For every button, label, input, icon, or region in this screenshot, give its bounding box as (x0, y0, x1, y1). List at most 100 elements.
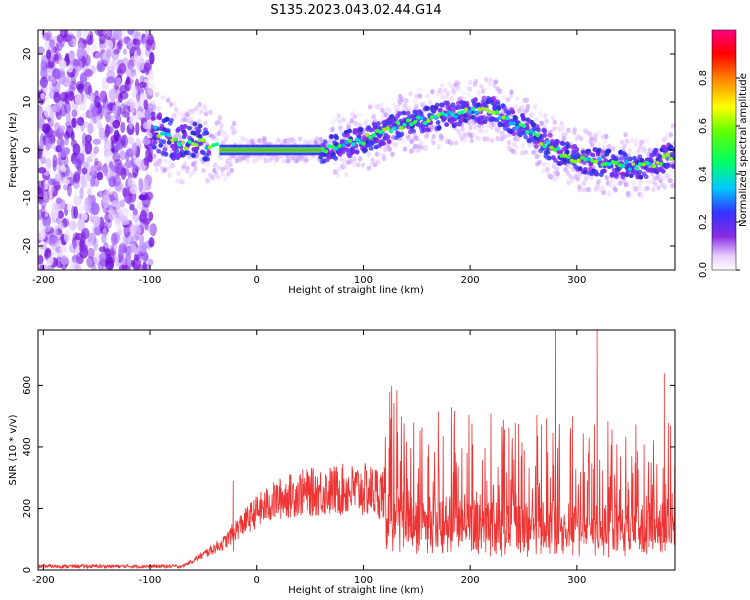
ridge-core (556, 146, 561, 151)
noise-blob (38, 230, 46, 241)
ridge-halo (541, 161, 547, 167)
noise-blob (62, 178, 70, 186)
ridge-halo (292, 157, 297, 163)
ridge-band (321, 143, 327, 149)
ridge-halo (625, 181, 630, 188)
ridge-halo (341, 158, 347, 164)
noise-blob (51, 78, 58, 87)
noise-blob (121, 111, 130, 118)
noise-blob (38, 209, 44, 220)
ridge-halo (655, 174, 660, 181)
ridge-core (610, 159, 616, 164)
ridge-halo (579, 187, 585, 194)
ridge-halo (353, 120, 358, 126)
noise-blob (94, 90, 99, 98)
ridge-band (161, 139, 167, 145)
ridge-halo (519, 150, 525, 156)
ridge-halo (214, 120, 219, 126)
noise-blob (145, 30, 151, 41)
noise-blob (60, 255, 68, 266)
ridge-halo (198, 110, 203, 117)
noise-blob (114, 163, 123, 177)
ridge-halo (587, 131, 593, 137)
ridge-band (637, 169, 643, 175)
ridge-halo (210, 175, 215, 181)
ridge-halo (439, 83, 445, 89)
noise-blob (45, 139, 52, 151)
ridge-band (191, 153, 197, 159)
ridge-halo (468, 124, 473, 131)
ridge-core (651, 164, 657, 169)
noise-blob (132, 207, 138, 216)
ridge-core (603, 161, 609, 166)
noise-blob (79, 101, 86, 112)
noise-blob (66, 64, 74, 73)
ridge-halo (533, 148, 539, 154)
spectrogram-x-label: Height of straight line (km) (288, 285, 424, 296)
ridge-halo (212, 167, 217, 174)
noise-blob (105, 257, 115, 270)
noise-blob (80, 142, 86, 155)
noise-blob (84, 68, 93, 77)
noise-blob (123, 224, 131, 238)
noise-blob (133, 100, 141, 108)
y-tick-label: 10 (22, 96, 33, 109)
ridge-halo (364, 118, 369, 124)
noise-blob (92, 215, 101, 228)
ridge-halo (552, 119, 557, 125)
ridge-core (634, 166, 640, 171)
x-tick-label: 100 (354, 575, 373, 586)
ridge-halo (197, 118, 202, 124)
ridge-halo (224, 162, 229, 168)
noise-blob (93, 237, 98, 252)
ridge-halo (205, 161, 210, 168)
noise-blob (108, 208, 116, 221)
ridge-halo (369, 162, 374, 168)
ridge-core (375, 128, 380, 133)
noise-region (38, 30, 157, 270)
ridge-halo (637, 186, 642, 192)
ridge-halo (542, 113, 548, 119)
ridge-halo (457, 133, 463, 139)
ridge-band (340, 149, 346, 155)
noise-blob (129, 203, 135, 211)
ridge-halo (233, 128, 238, 134)
ridge-band (347, 128, 352, 134)
x-tick-label: -200 (32, 275, 55, 286)
ridge-halo (387, 108, 393, 114)
ridge-core (521, 124, 527, 129)
ridge-band (197, 133, 203, 139)
ridge-halo (604, 175, 610, 181)
ridge-core (177, 142, 182, 147)
ridge-band (200, 150, 206, 156)
ridge-halo (295, 157, 300, 163)
x-tick-label: 200 (461, 575, 480, 586)
ridge-band (197, 123, 203, 129)
ridge-core (395, 120, 400, 125)
ridge-halo (431, 140, 436, 146)
ridge-core (334, 146, 339, 151)
noise-blob (147, 35, 154, 46)
noise-blob (42, 32, 51, 41)
noise-blob (39, 264, 45, 270)
noise-blob (102, 165, 110, 176)
ridge-halo (461, 138, 466, 144)
ridge-halo (266, 158, 271, 164)
ridge-halo (179, 111, 184, 117)
noise-blob (54, 184, 61, 191)
ridge-halo (642, 147, 647, 153)
ridge-halo (281, 158, 286, 164)
noise-blob (64, 135, 69, 146)
noise-blob (149, 51, 155, 65)
ridge-halo (471, 132, 477, 138)
noise-blob (68, 220, 77, 232)
ridge-core (453, 114, 459, 119)
ridge-band (374, 138, 380, 144)
noise-blob (98, 33, 106, 45)
ridge-band (375, 121, 381, 127)
noise-blob (113, 30, 123, 40)
ridge-core (320, 146, 325, 151)
ridge-halo (371, 102, 376, 109)
ridge-halo (449, 140, 455, 146)
ridge-halo (221, 140, 227, 146)
